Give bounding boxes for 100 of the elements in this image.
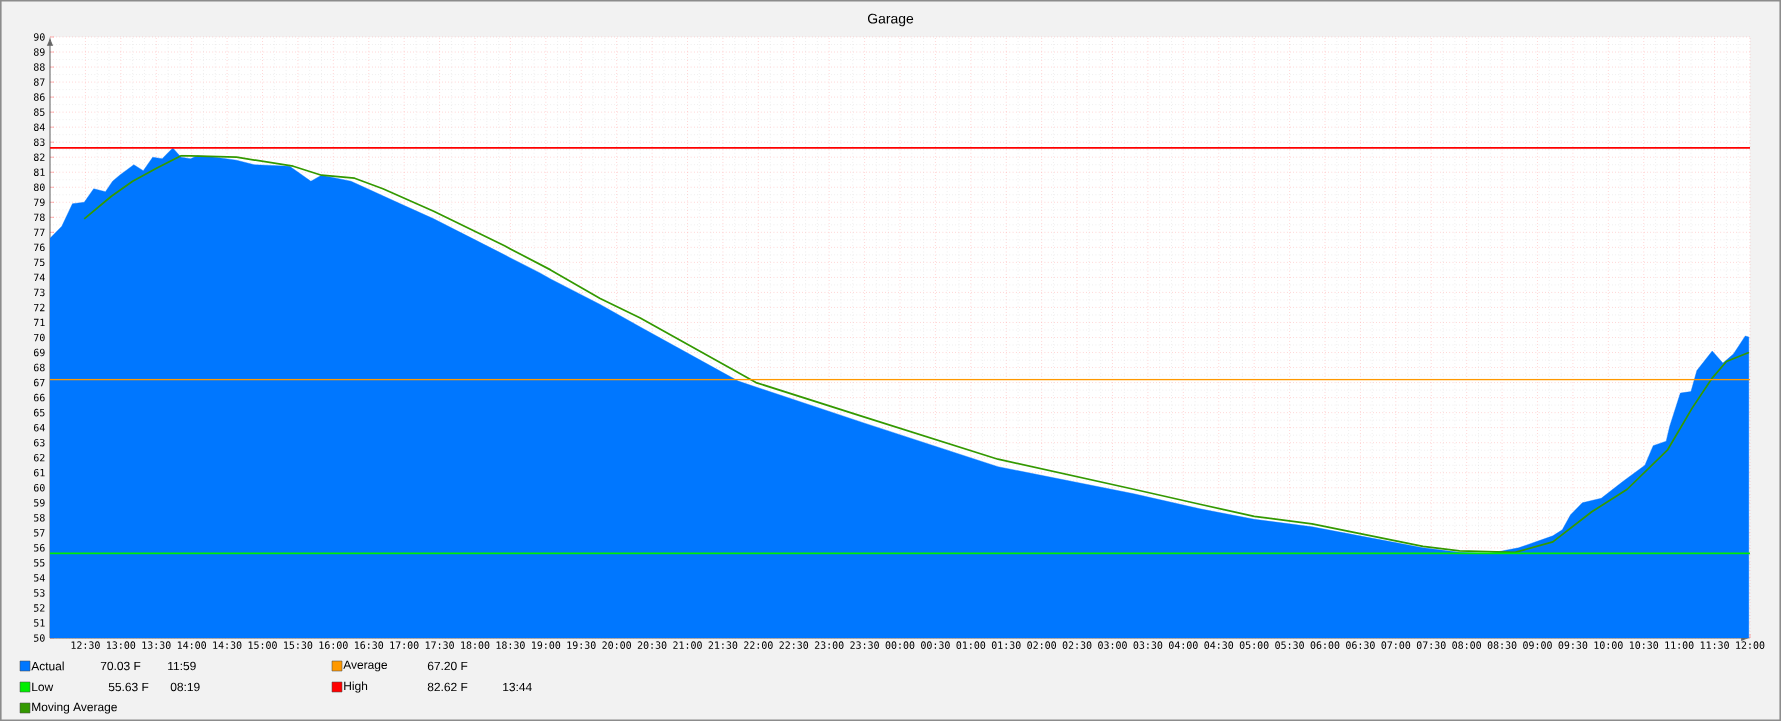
chart-title: Garage — [867, 13, 914, 27]
y-tick-label: 76 — [33, 243, 45, 252]
x-tick-label: 00:00 — [885, 641, 915, 649]
y-tick-label: 84 — [33, 123, 45, 131]
x-tick-label: 06:30 — [1346, 641, 1375, 649]
x-tick-label: 09:30 — [1558, 641, 1588, 649]
x-tick-label: 11:30 — [1700, 641, 1729, 649]
legend-label: Low — [32, 682, 54, 692]
x-tick-label: 01:30 — [991, 641, 1021, 649]
y-tick-label: 83 — [33, 138, 45, 146]
x-tick-label: 15:30 — [284, 641, 313, 649]
x-tick-label: 10:30 — [1629, 641, 1659, 649]
text: 08:19 — [170, 682, 200, 692]
y-tick-label: 69 — [33, 348, 45, 357]
x-tick-label: 03:00 — [1098, 641, 1127, 649]
y-tick-label: 80 — [33, 183, 45, 192]
y-tick-label: 77 — [33, 228, 45, 236]
y-tick-label: 82 — [33, 153, 45, 161]
legend-label: Moving Average — [32, 702, 117, 714]
x-tick-label: 06:00 — [1310, 641, 1340, 649]
y-tick-label: 63 — [33, 438, 45, 447]
y-tick-label: 53 — [34, 589, 45, 597]
legend-label: High — [344, 681, 368, 693]
text: 11:59 — [168, 661, 196, 671]
x-tick-label: 02:00 — [1027, 641, 1057, 649]
x-tick-label: 12:00 — [1736, 641, 1765, 649]
y-tick-label: 78 — [33, 213, 45, 222]
y-tick-label: 73 — [33, 288, 45, 297]
x-tick-label: 20:00 — [602, 641, 632, 649]
x-tick-label: 08:00 — [1452, 641, 1482, 649]
x-tick-label: 21:00 — [673, 641, 702, 649]
x-tick-label: 14:00 — [177, 641, 207, 649]
legend-label: Average — [343, 660, 388, 672]
x-tick-label: 07:30 — [1416, 641, 1446, 649]
x-tick-label: 22:30 — [779, 641, 809, 649]
text: 13:44 — [503, 682, 532, 692]
y-tick-label: 71 — [33, 318, 45, 327]
y-tick-label: 60 — [33, 483, 45, 492]
y-tick-label: 52 — [34, 604, 45, 612]
y-tick-label: 87 — [33, 78, 45, 86]
x-tick-label: 04:00 — [1168, 641, 1198, 649]
y-tick-label: 58 — [34, 514, 45, 522]
x-tick-label: 17:30 — [425, 641, 454, 649]
y-tick-label: 75 — [33, 258, 45, 267]
y-tick-label: 66 — [33, 393, 45, 402]
x-tick-label: 19:30 — [567, 641, 596, 649]
x-tick-label: 00:30 — [921, 641, 950, 649]
x-tick-label: 03:30 — [1133, 641, 1163, 649]
y-tick-label: 54 — [34, 574, 45, 582]
x-tick-label: 04:30 — [1204, 641, 1234, 649]
x-tick-label: 17:00 — [390, 641, 419, 649]
y-tick-label: 65 — [33, 408, 45, 417]
y-tick-label: 67 — [33, 378, 45, 387]
y-tick-label: 51 — [34, 619, 45, 627]
x-tick-label: 07:00 — [1381, 641, 1411, 649]
x-tick-label: 21:30 — [708, 641, 738, 649]
y-tick-label: 70 — [33, 333, 45, 342]
y-tick-label: 89 — [33, 48, 45, 56]
y-tick-label: 90 — [33, 33, 45, 41]
x-tick-label: 09:00 — [1523, 641, 1552, 649]
y-tick-label: 62 — [33, 453, 45, 462]
y-tick-label: 79 — [33, 198, 45, 207]
x-tick-label: 16:00 — [319, 641, 348, 649]
text: 67.20 F — [427, 661, 468, 671]
x-tick-label: 14:30 — [213, 641, 242, 649]
x-tick-label: 11:00 — [1665, 641, 1694, 649]
y-tick-label: 57 — [34, 529, 45, 537]
y-tick-label: 56 — [34, 544, 45, 552]
text: 55.63 F — [108, 682, 149, 692]
x-tick-label: 05:30 — [1275, 641, 1304, 649]
y-tick-label: 61 — [33, 468, 45, 477]
x-tick-label: 05:00 — [1239, 641, 1269, 649]
x-tick-label: 16:30 — [354, 641, 384, 649]
y-tick-label: 72 — [33, 303, 45, 312]
x-tick-label: 22:00 — [744, 641, 773, 649]
x-tick-label: 12:30 — [71, 641, 100, 649]
x-tick-label: 02:30 — [1062, 641, 1092, 649]
text: 82.62 F — [427, 682, 468, 692]
y-tick-label: 68 — [33, 363, 45, 372]
x-tick-label: 19:00 — [532, 641, 561, 649]
x-tick-label: 13:30 — [142, 641, 171, 649]
y-tick-label: 81 — [33, 168, 45, 176]
x-tick-label: 08:30 — [1487, 641, 1517, 649]
x-tick-label: 18:30 — [496, 641, 525, 649]
legend-label: Actual — [31, 661, 64, 671]
x-tick-label: 20:30 — [637, 641, 667, 649]
x-tick-label: 10:00 — [1594, 641, 1623, 649]
y-tick-label: 50 — [34, 634, 45, 642]
y-tick-label: 85 — [33, 108, 45, 116]
x-tick-label: 15:00 — [248, 641, 277, 649]
text: 70.03 F — [100, 661, 141, 671]
x-tick-label: 18:00 — [461, 641, 490, 649]
x-tick-label: 01:00 — [956, 641, 986, 649]
x-tick-label: 23:00 — [814, 641, 844, 649]
y-tick-label: 88 — [33, 63, 45, 71]
x-tick-label: 13:00 — [107, 641, 136, 649]
y-tick-label: 55 — [34, 559, 45, 567]
y-tick-label: 64 — [33, 423, 45, 432]
y-tick-label: 86 — [33, 93, 45, 101]
y-tick-label: 59 — [34, 499, 45, 507]
